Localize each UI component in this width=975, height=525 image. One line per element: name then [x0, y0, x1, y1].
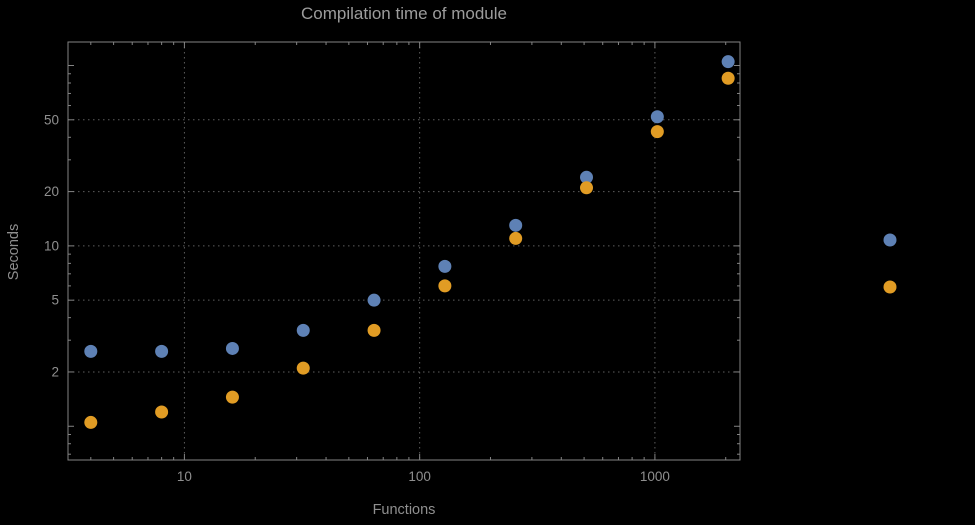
data-point-blue: [580, 170, 594, 184]
data-point-blue: [225, 341, 239, 355]
legend-marker-orange: [883, 280, 897, 294]
data-point-orange: [721, 71, 735, 85]
data-point-blue: [509, 218, 523, 232]
x-axis-label: Functions: [372, 502, 436, 518]
data-point-orange: [296, 361, 310, 375]
legend-marker-blue: [883, 233, 897, 247]
x-tick-label: 100: [408, 469, 431, 484]
data-point-blue: [84, 344, 98, 358]
data-point-blue: [155, 344, 169, 358]
x-tick-label: 10: [177, 469, 192, 484]
data-point-blue: [367, 293, 381, 307]
data-point-orange: [84, 415, 98, 429]
chart-title: Compilation time of module: [301, 4, 507, 23]
y-tick-label: 2: [51, 364, 59, 379]
data-point-blue: [650, 110, 664, 124]
y-tick-label: 50: [44, 112, 59, 127]
data-point-orange: [367, 323, 381, 337]
data-point-blue: [721, 55, 735, 69]
data-point-orange: [438, 279, 452, 293]
data-point-orange: [509, 231, 523, 245]
y-axis-label: Seconds: [6, 223, 22, 281]
data-point-orange: [580, 181, 594, 195]
data-point-blue: [296, 323, 310, 337]
data-point-orange: [225, 390, 239, 404]
data-point-orange: [650, 125, 664, 139]
data-point-blue: [438, 259, 452, 273]
y-tick-label: 20: [44, 184, 59, 199]
x-tick-label: 1000: [640, 469, 670, 484]
data-point-orange: [155, 405, 169, 419]
y-tick-label: 10: [44, 238, 59, 253]
y-tick-label: 5: [51, 293, 59, 308]
plot-frame: [67, 41, 741, 461]
